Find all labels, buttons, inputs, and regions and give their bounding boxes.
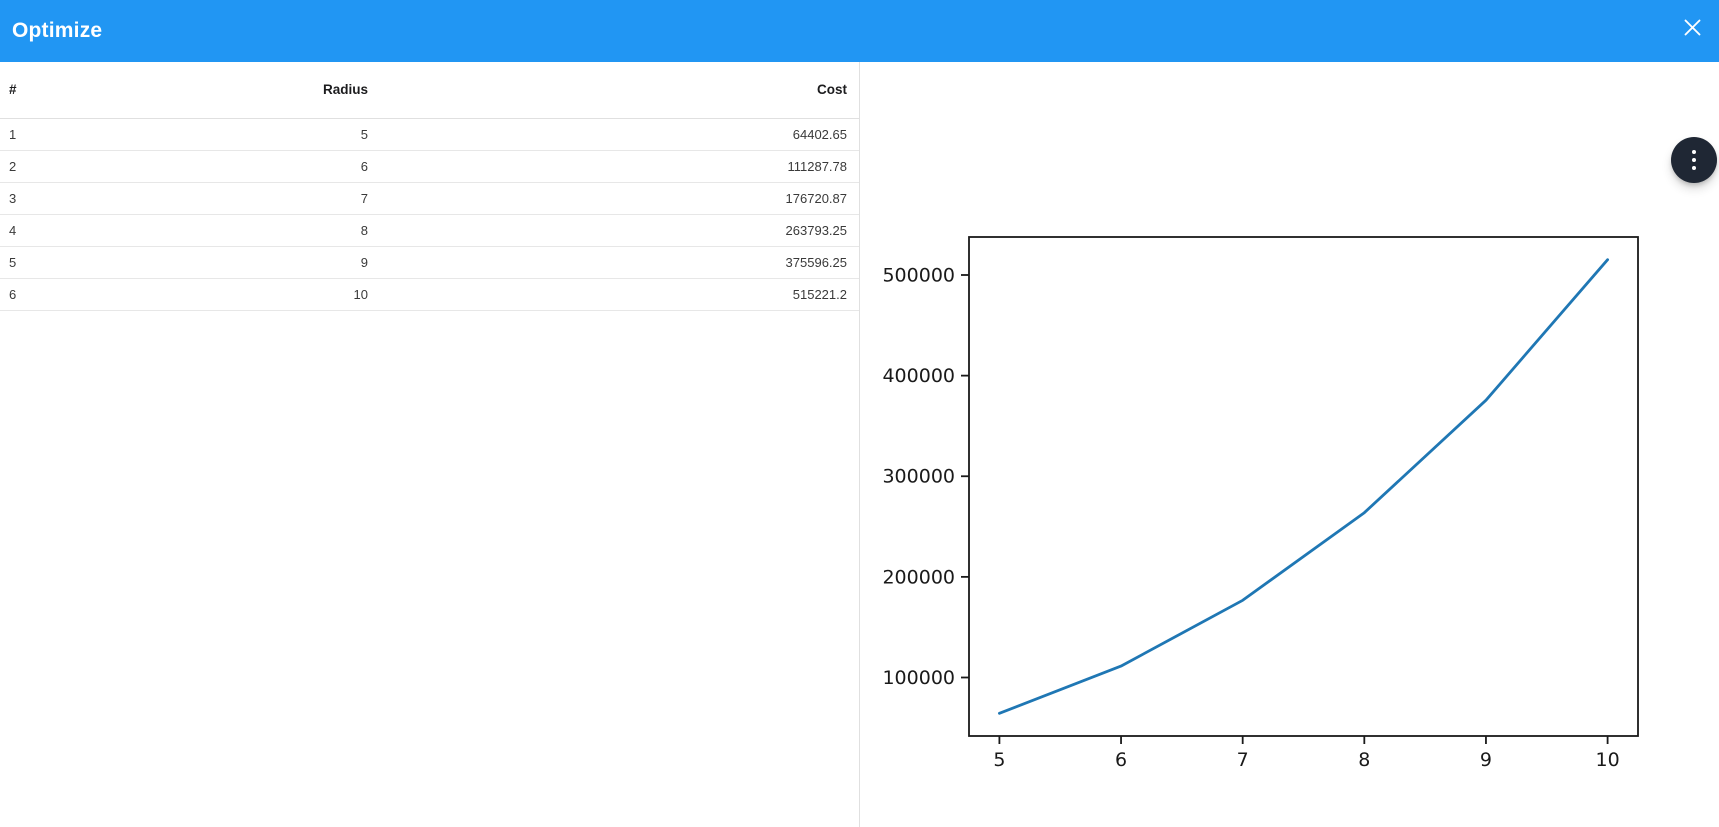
- cell-index: 4: [0, 214, 180, 247]
- dialog-content: # Radius Cost 1 5 64402.65 2 6 111287.78 3 7 17672…: [0, 62, 1719, 827]
- results-table-panel: # Radius Cost 1 5 64402.65 2 6 111287.78 3 7 17672…: [0, 62, 859, 827]
- chart-panel: 100000 200000 300000 400000 500000 5 6 7 8 9 10: [860, 62, 1719, 827]
- dialog-title: Optimize: [12, 19, 103, 42]
- dialog-titlebar: Optimize: [0, 0, 1719, 62]
- kebab-menu-icon: [1691, 149, 1697, 171]
- cell-cost: 263793.25: [380, 214, 859, 247]
- y-tick-label: 500000: [882, 264, 955, 286]
- cell-cost: 111287.78: [380, 150, 859, 183]
- x-tick-label: 7: [1237, 749, 1249, 771]
- panel-divider: [859, 62, 860, 827]
- table-row: 6 10 515221.2: [0, 278, 859, 311]
- column-header-radius: Radius: [180, 62, 380, 119]
- table-row: 2 6 111287.78: [0, 150, 859, 183]
- cell-radius: 5: [180, 118, 380, 151]
- x-tick-label: 5: [993, 749, 1005, 771]
- x-tick-label: 10: [1595, 749, 1619, 771]
- cell-cost: 375596.25: [380, 246, 859, 279]
- cell-cost: 64402.65: [380, 118, 859, 151]
- x-tick-label: 9: [1480, 749, 1492, 771]
- table-row: 4 8 263793.25: [0, 214, 859, 247]
- x-tick-label: 6: [1115, 749, 1127, 771]
- cost-line-series: [997, 258, 1609, 715]
- y-tick-label: 200000: [882, 566, 955, 588]
- table-row: 3 7 176720.87: [0, 182, 859, 215]
- cell-radius: 7: [180, 182, 380, 215]
- table-header: # Radius Cost: [0, 62, 859, 119]
- y-tick-label: 300000: [882, 466, 955, 488]
- menu-fab-button[interactable]: [1671, 137, 1717, 183]
- close-icon: [1684, 19, 1701, 36]
- y-tick-label: 400000: [882, 365, 955, 387]
- table-row: 5 9 375596.25: [0, 246, 859, 279]
- cost-vs-radius-chart: 100000 200000 300000 400000 500000 5 6 7 8 9 10: [882, 236, 1639, 771]
- column-header-index: #: [0, 62, 180, 119]
- cell-radius: 9: [180, 246, 380, 279]
- cell-index: 6: [0, 278, 180, 311]
- cell-cost: 515221.2: [380, 278, 859, 311]
- cell-index: 1: [0, 118, 180, 151]
- results-table: # Radius Cost 1 5 64402.65 2 6 111287.78 3 7 17672…: [0, 62, 859, 311]
- y-tick-label: 100000: [882, 667, 955, 689]
- cell-radius: 6: [180, 150, 380, 183]
- cell-cost: 176720.87: [380, 182, 859, 215]
- close-button[interactable]: [1679, 14, 1706, 41]
- cell-index: 5: [0, 246, 180, 279]
- cell-index: 3: [0, 182, 180, 215]
- column-header-cost: Cost: [380, 62, 859, 119]
- table-row: 1 5 64402.65: [0, 118, 859, 151]
- x-tick-label: 8: [1358, 749, 1370, 771]
- cell-radius: 10: [180, 278, 380, 311]
- cell-radius: 8: [180, 214, 380, 247]
- cell-index: 2: [0, 150, 180, 183]
